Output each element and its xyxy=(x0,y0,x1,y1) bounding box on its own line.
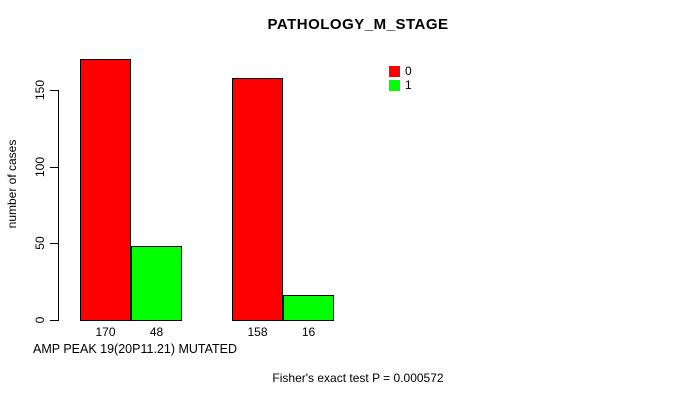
x-axis-label: AMP PEAK 19(20P11.21) MUTATED xyxy=(33,342,238,356)
chart-title: PATHOLOGY_M_STAGE xyxy=(267,16,449,33)
bar-value-label: 48 xyxy=(149,325,164,339)
y-tick-label: 150 xyxy=(33,79,47,101)
y-axis-label: number of cases xyxy=(5,139,19,229)
bar xyxy=(232,77,283,321)
y-tick xyxy=(50,320,58,321)
bar-value-label: 16 xyxy=(301,325,316,339)
legend-label: 0 xyxy=(405,64,412,78)
legend-item: 1 xyxy=(389,79,412,91)
bar-value-label: 158 xyxy=(247,325,268,339)
y-axis-line xyxy=(58,90,59,321)
legend-swatch xyxy=(389,79,400,91)
legend-label: 1 xyxy=(405,78,412,92)
bar xyxy=(131,246,182,321)
bar xyxy=(80,59,131,321)
legend-swatch xyxy=(389,65,400,77)
bar xyxy=(283,295,334,321)
y-tick-label: 100 xyxy=(33,156,47,177)
stat-annotation: Fisher's exact test P = 0.000572 xyxy=(272,371,444,385)
y-tick xyxy=(50,90,58,91)
y-tick-label: 0 xyxy=(33,316,47,324)
y-tick xyxy=(50,243,58,245)
legend-item: 0 xyxy=(389,65,412,77)
bar-value-label: 170 xyxy=(95,325,116,339)
y-tick-label: 50 xyxy=(33,236,47,251)
y-tick xyxy=(50,166,58,168)
